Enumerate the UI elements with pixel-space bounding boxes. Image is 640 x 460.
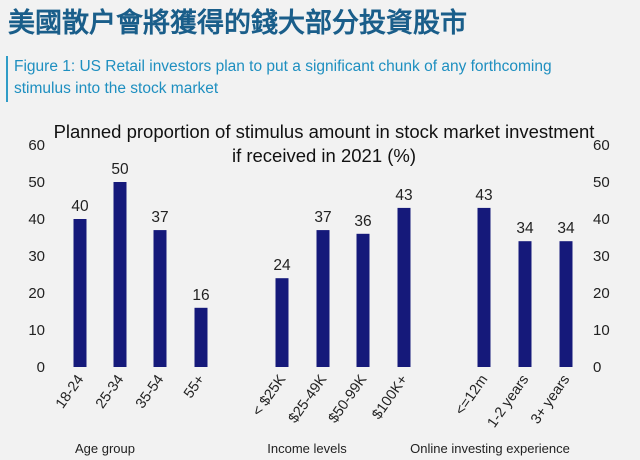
data-label-0-0: 40	[71, 198, 89, 215]
figure-caption-line1: Figure 1: US Retail investors plan to pu…	[14, 58, 552, 75]
category-label-0-3: 55+	[181, 372, 208, 401]
y-tick-left-50: 50	[28, 174, 45, 191]
category-label-0-0: 18-24	[53, 372, 87, 412]
y-tick-right-10: 10	[593, 322, 610, 339]
figure-caption-line2: stimulus into the stock market	[14, 80, 219, 97]
data-label-2-0: 43	[475, 187, 492, 204]
bar-1-3	[397, 207, 411, 367]
category-label-1-3: $100K+	[369, 372, 411, 422]
category-label-1-1: $25-49K	[286, 372, 331, 426]
y-tick-right-20: 20	[593, 285, 610, 302]
headline: 美國散户會將獲得的錢大部分投資股市	[8, 8, 467, 39]
data-label-1-0: 24	[273, 257, 291, 274]
bar-2-2	[559, 241, 573, 367]
y-tick-left-20: 20	[28, 285, 45, 302]
data-label-1-2: 36	[354, 213, 371, 230]
chart-title-line1: Planned proportion of stimulus amount in…	[54, 121, 595, 142]
y-tick-left-30: 30	[28, 248, 45, 265]
y-tick-right-50: 50	[593, 174, 610, 191]
chart-title-line2: if received in 2021 (%)	[232, 145, 416, 166]
bar-1-0	[275, 278, 289, 367]
data-label-1-3: 43	[395, 187, 412, 204]
bar-1-1	[316, 230, 330, 367]
category-labels: 18-24 25-34 35-54 55+ < $25K$25-49K$50-99K$1…	[53, 372, 573, 431]
category-label-1-2: $50-99K	[326, 372, 371, 426]
bar-series: 40 50 37 16 24 37 36 43 43 34 34	[71, 161, 575, 367]
category-label-1-0: < $25K	[250, 372, 290, 419]
y-tick-right-40: 40	[593, 211, 610, 228]
y-tick-left-60: 60	[28, 137, 45, 154]
bar-0-1	[113, 182, 127, 367]
group-labels: Age group Income levels Online investing e…	[75, 441, 570, 456]
right-axis: 0 10 20 30 40 50 60	[593, 137, 610, 376]
data-label-0-2: 37	[151, 209, 168, 226]
bar-0-0	[73, 219, 87, 367]
data-label-2-1: 34	[516, 220, 534, 237]
y-tick-left-10: 10	[28, 322, 45, 339]
y-tick-left-0: 0	[37, 359, 45, 376]
data-label-1-1: 37	[314, 209, 331, 226]
figure-caption: Figure 1: US Retail investors plan to pu…	[6, 56, 628, 102]
category-label-0-2: 35-54	[133, 372, 167, 412]
group-label-2: Online investing experience	[410, 441, 570, 456]
group-label-1: Income levels	[267, 441, 347, 456]
y-tick-right-30: 30	[593, 248, 610, 265]
left-axis: 0 10 20 30 40 50 60	[28, 137, 45, 376]
bar-2-0	[477, 207, 491, 367]
data-label-0-3: 16	[192, 287, 209, 304]
category-label-2-1: 1-2 years	[484, 372, 532, 431]
y-tick-left-40: 40	[28, 211, 45, 228]
bar-1-2	[356, 233, 370, 367]
y-tick-right-0: 0	[593, 359, 601, 376]
category-label-2-2: 3+ years	[528, 372, 573, 427]
bar-chart: Planned proportion of stimulus amount in…	[28, 121, 610, 456]
group-label-0: Age group	[75, 441, 135, 456]
data-label-2-2: 34	[557, 220, 575, 237]
category-label-0-1: 25-34	[93, 372, 127, 412]
bar-0-2	[153, 230, 167, 367]
data-label-0-1: 50	[111, 161, 129, 178]
bar-0-3	[194, 307, 208, 367]
y-tick-right-60: 60	[593, 137, 610, 154]
category-label-2-0: <=12m	[452, 372, 491, 418]
bar-2-1	[518, 241, 532, 367]
